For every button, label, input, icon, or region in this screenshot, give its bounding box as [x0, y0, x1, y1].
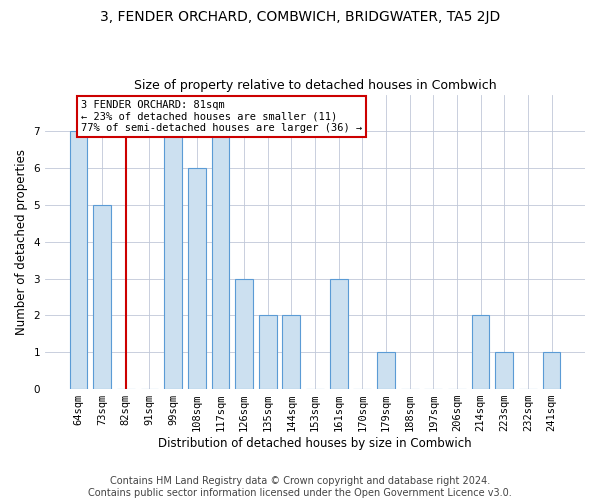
Text: 3 FENDER ORCHARD: 81sqm
← 23% of detached houses are smaller (11)
77% of semi-de: 3 FENDER ORCHARD: 81sqm ← 23% of detache… [81, 100, 362, 134]
Bar [93, 205, 111, 389]
Bar [283, 316, 300, 389]
Bar [377, 352, 395, 389]
Bar [235, 278, 253, 389]
Bar [188, 168, 206, 389]
Bar [496, 352, 513, 389]
Y-axis label: Number of detached properties: Number of detached properties [15, 149, 28, 335]
Bar [472, 316, 490, 389]
Bar [259, 316, 277, 389]
Text: 3, FENDER ORCHARD, COMBWICH, BRIDGWATER, TA5 2JD: 3, FENDER ORCHARD, COMBWICH, BRIDGWATER,… [100, 10, 500, 24]
X-axis label: Distribution of detached houses by size in Combwich: Distribution of detached houses by size … [158, 437, 472, 450]
Text: Contains HM Land Registry data © Crown copyright and database right 2024.
Contai: Contains HM Land Registry data © Crown c… [88, 476, 512, 498]
Title: Size of property relative to detached houses in Combwich: Size of property relative to detached ho… [134, 79, 496, 92]
Bar [70, 132, 88, 389]
Bar [543, 352, 560, 389]
Bar [212, 132, 229, 389]
Bar [330, 278, 347, 389]
Bar [164, 132, 182, 389]
